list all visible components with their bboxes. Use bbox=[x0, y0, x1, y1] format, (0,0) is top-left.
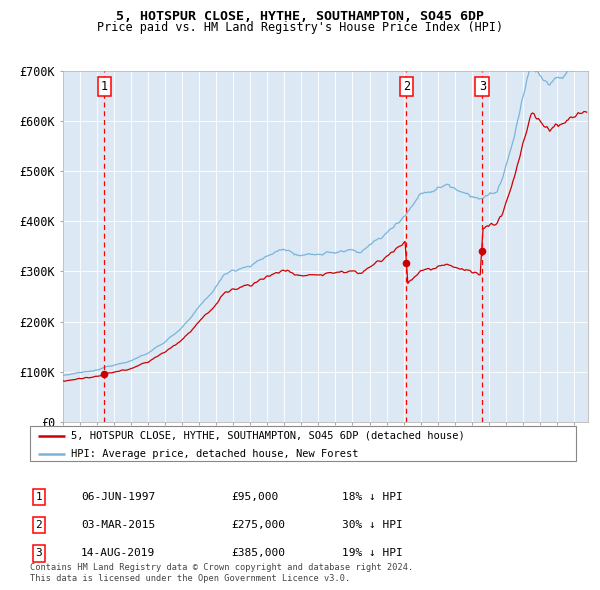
Text: Contains HM Land Registry data © Crown copyright and database right 2024.: Contains HM Land Registry data © Crown c… bbox=[30, 563, 413, 572]
Text: £385,000: £385,000 bbox=[231, 549, 285, 558]
Text: 18% ↓ HPI: 18% ↓ HPI bbox=[342, 492, 403, 502]
Text: 1: 1 bbox=[101, 80, 108, 93]
Text: 30% ↓ HPI: 30% ↓ HPI bbox=[342, 520, 403, 530]
Text: 19% ↓ HPI: 19% ↓ HPI bbox=[342, 549, 403, 558]
Text: 5, HOTSPUR CLOSE, HYTHE, SOUTHAMPTON, SO45 6DP: 5, HOTSPUR CLOSE, HYTHE, SOUTHAMPTON, SO… bbox=[116, 10, 484, 23]
Text: Price paid vs. HM Land Registry's House Price Index (HPI): Price paid vs. HM Land Registry's House … bbox=[97, 21, 503, 34]
Text: 03-MAR-2015: 03-MAR-2015 bbox=[81, 520, 155, 530]
Text: 2: 2 bbox=[35, 520, 43, 530]
Text: 1: 1 bbox=[35, 492, 43, 502]
Text: 3: 3 bbox=[35, 549, 43, 558]
Text: £275,000: £275,000 bbox=[231, 520, 285, 530]
Text: This data is licensed under the Open Government Licence v3.0.: This data is licensed under the Open Gov… bbox=[30, 574, 350, 583]
Text: 14-AUG-2019: 14-AUG-2019 bbox=[81, 549, 155, 558]
Text: 3: 3 bbox=[479, 80, 486, 93]
Text: HPI: Average price, detached house, New Forest: HPI: Average price, detached house, New … bbox=[71, 448, 358, 458]
Text: 06-JUN-1997: 06-JUN-1997 bbox=[81, 492, 155, 502]
FancyBboxPatch shape bbox=[30, 426, 576, 461]
Text: 2: 2 bbox=[403, 80, 410, 93]
Text: 5, HOTSPUR CLOSE, HYTHE, SOUTHAMPTON, SO45 6DP (detached house): 5, HOTSPUR CLOSE, HYTHE, SOUTHAMPTON, SO… bbox=[71, 431, 465, 441]
Text: £95,000: £95,000 bbox=[231, 492, 278, 502]
